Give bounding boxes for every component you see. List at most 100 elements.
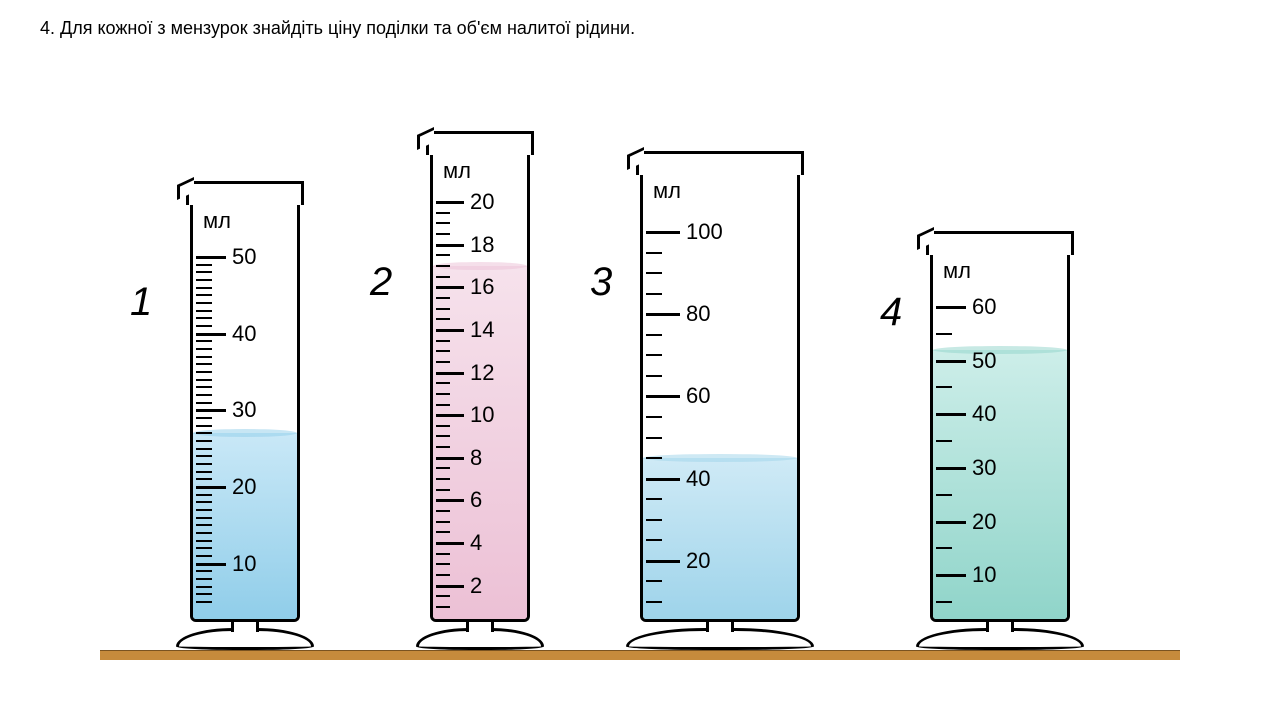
cylinder-lip	[926, 231, 1074, 255]
minor-tick	[196, 317, 212, 319]
minor-tick	[436, 222, 450, 224]
table-surface	[100, 650, 1180, 660]
minor-tick	[196, 509, 212, 511]
minor-tick	[196, 340, 212, 342]
major-tick	[936, 574, 966, 577]
minor-tick	[196, 448, 212, 450]
minor-tick	[646, 272, 662, 274]
minor-tick	[196, 463, 212, 465]
minor-tick	[936, 333, 952, 335]
minor-tick	[436, 563, 450, 565]
minor-tick	[196, 271, 212, 273]
minor-tick	[436, 521, 450, 523]
cylinder-lip	[186, 181, 304, 205]
minor-tick	[196, 279, 212, 281]
major-tick	[936, 306, 966, 309]
cylinder-number: 2	[370, 260, 392, 305]
minor-tick	[196, 555, 212, 557]
minor-tick	[646, 416, 662, 418]
minor-tick	[196, 578, 212, 580]
major-tick	[196, 333, 226, 336]
tick-label: 10	[470, 402, 494, 428]
major-tick	[936, 521, 966, 524]
minor-tick	[436, 297, 450, 299]
tick-label: 80	[686, 301, 710, 327]
minor-tick	[196, 425, 212, 427]
cylinder-number: 3	[590, 260, 612, 305]
tick-label: 40	[972, 401, 996, 427]
major-tick	[936, 360, 966, 363]
diagram-stage: 1мл10203040502мл24681012141618203мл20406…	[100, 100, 1180, 670]
tick-label: 50	[972, 348, 996, 374]
minor-tick	[196, 440, 212, 442]
minor-tick	[196, 494, 212, 496]
minor-tick	[196, 432, 212, 434]
cylinder-group: мл1020304050	[190, 180, 380, 650]
cylinder-number: 1	[130, 280, 152, 325]
minor-tick	[196, 501, 212, 503]
tick-label: 20	[972, 509, 996, 535]
minor-tick	[196, 356, 212, 358]
minor-tick	[196, 517, 212, 519]
minor-tick	[436, 574, 450, 576]
minor-tick	[646, 437, 662, 439]
minor-tick	[436, 489, 450, 491]
minor-tick	[436, 510, 450, 512]
major-tick	[646, 478, 680, 481]
minor-tick	[936, 386, 952, 388]
question-text: 4. Для кожної з мензурок знайдіть ціну п…	[40, 18, 635, 39]
minor-tick	[436, 531, 450, 533]
minor-tick	[436, 595, 450, 597]
minor-tick	[436, 404, 450, 406]
major-tick	[646, 395, 680, 398]
unit-label: мл	[443, 158, 471, 184]
cylinder-group: мл102030405060	[930, 230, 1150, 650]
unit-label: мл	[653, 178, 681, 204]
minor-tick	[196, 586, 212, 588]
minor-tick	[646, 354, 662, 356]
tick-label: 2	[470, 573, 482, 599]
major-tick	[196, 409, 226, 412]
minor-tick	[196, 524, 212, 526]
minor-tick	[436, 553, 450, 555]
tick-label: 20	[470, 189, 494, 215]
minor-tick	[196, 471, 212, 473]
minor-tick	[436, 212, 450, 214]
minor-tick	[196, 371, 212, 373]
minor-tick	[196, 540, 212, 542]
minor-tick	[196, 455, 212, 457]
tick-label: 12	[470, 360, 494, 386]
minor-tick	[646, 498, 662, 500]
tick-label: 10	[972, 562, 996, 588]
minor-tick	[196, 348, 212, 350]
tick-label: 14	[470, 317, 494, 343]
minor-tick	[196, 394, 212, 396]
minor-tick	[196, 287, 212, 289]
major-tick	[436, 457, 464, 460]
minor-tick	[936, 601, 952, 603]
tick-label: 18	[470, 232, 494, 258]
major-tick	[436, 201, 464, 204]
minor-tick	[436, 478, 450, 480]
minor-tick	[196, 593, 212, 595]
tick-label: 100	[686, 219, 723, 245]
tick-label: 20	[232, 474, 256, 500]
tick-label: 30	[972, 455, 996, 481]
minor-tick	[436, 308, 450, 310]
major-tick	[436, 286, 464, 289]
minor-tick	[646, 375, 662, 377]
major-tick	[436, 499, 464, 502]
minor-tick	[436, 233, 450, 235]
minor-tick	[646, 334, 662, 336]
minor-tick	[196, 601, 212, 603]
minor-tick	[646, 601, 662, 603]
tick-label: 40	[232, 321, 256, 347]
tick-label: 60	[972, 294, 996, 320]
major-tick	[436, 414, 464, 417]
major-tick	[646, 560, 680, 563]
minor-tick	[436, 382, 450, 384]
minor-tick	[196, 379, 212, 381]
cylinder-lip	[426, 131, 534, 155]
tick-label: 40	[686, 466, 710, 492]
major-tick	[436, 244, 464, 247]
